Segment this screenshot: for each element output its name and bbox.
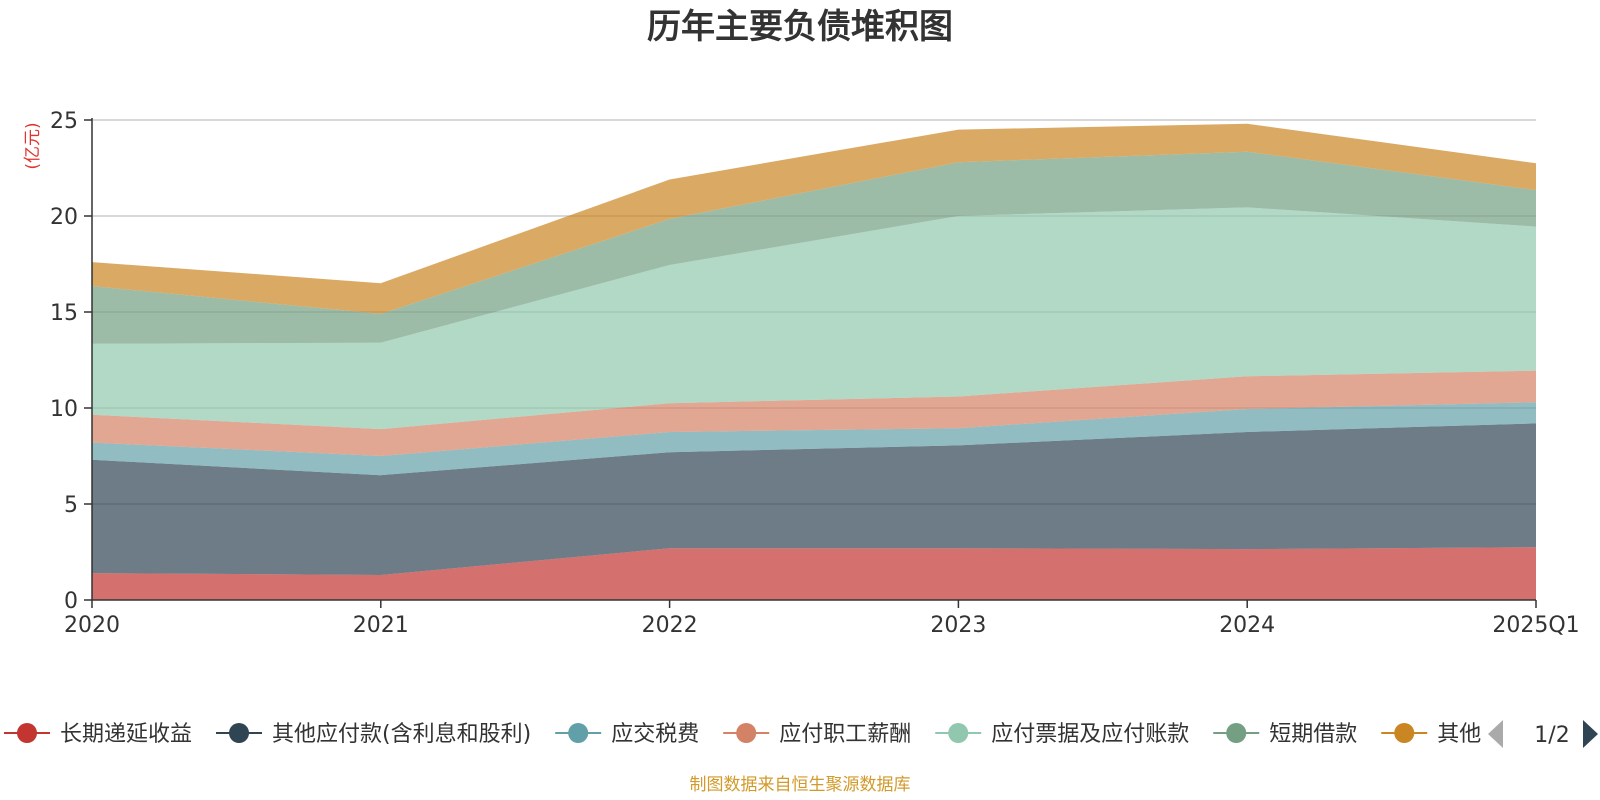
area-series-5 [92,151,1536,344]
legend-item-2[interactable]: 应交税费 [555,722,699,747]
legend-label: 短期借款 [1269,722,1357,747]
legend-dot [736,723,757,743]
area-series-0 [92,547,1536,600]
x-tick-label: 2024 [1219,613,1275,638]
legend-label: 其他应付款(含利息和股利) [272,722,531,747]
legend-item-3[interactable]: 应付职工薪酬 [723,722,911,747]
y-tick-label: 20 [50,205,78,230]
legend-page-indicator: 1/2 [1534,723,1569,748]
x-tick-label: 2022 [642,613,698,638]
area-series-4 [92,207,1536,430]
source-note: 制图数据来自恒生聚源数据库 [690,775,911,795]
x-tick-label: 2025Q1 [1492,613,1579,638]
legend[interactable]: 长期递延收益 其他应付款(含利息和股利) 应交税费 应付职工薪酬 应付票据及应付账款 短期… [4,722,1481,747]
area-series-6 [92,123,1536,314]
legend-item-0[interactable]: 长期递延收益 [4,722,192,747]
area-series-1 [92,423,1536,575]
legend-next-page-icon[interactable] [1583,720,1598,748]
legend-dot [1226,723,1247,743]
legend-prev-page-icon[interactable] [1488,720,1503,748]
legend-item-4[interactable]: 应付票据及应付账款 [935,722,1189,747]
legend-item-6[interactable]: 其他 [1381,722,1481,747]
legend-label: 应交税费 [611,722,699,747]
legend-dot [948,723,969,743]
y-axis-unit-label: (亿元) [23,122,43,169]
legend-label: 应付票据及应付账款 [991,722,1189,747]
legend-label: 应付职工薪酬 [779,722,911,747]
x-tick-label: 2021 [353,613,409,638]
x-tick-label: 2023 [930,613,986,638]
y-tick-label: 25 [50,109,78,134]
legend-dot [229,723,250,743]
legend-label: 长期递延收益 [60,722,192,747]
y-tick-label: 0 [64,589,78,614]
legend-dot [568,723,589,743]
y-tick-label: 10 [50,397,78,422]
legend-label: 其他 [1437,722,1481,747]
legend-item-1[interactable]: 其他应付款(含利息和股利) [216,722,531,747]
chart-title: 历年主要负债堆积图 [647,7,953,47]
legend-dot [17,723,37,743]
legend-item-5[interactable]: 短期借款 [1213,722,1357,747]
x-tick-label: 2020 [64,613,120,638]
y-tick-label: 5 [64,493,78,518]
legend-dot [1394,723,1415,743]
stacked-areas [92,123,1536,600]
axes: 0 5 10 15 20 25 2020 2021 2022 2023 2024 2025Q1 [50,109,1580,638]
y-tick-label: 15 [50,301,78,326]
area-series-3 [92,370,1536,456]
area-series-2 [92,402,1536,476]
